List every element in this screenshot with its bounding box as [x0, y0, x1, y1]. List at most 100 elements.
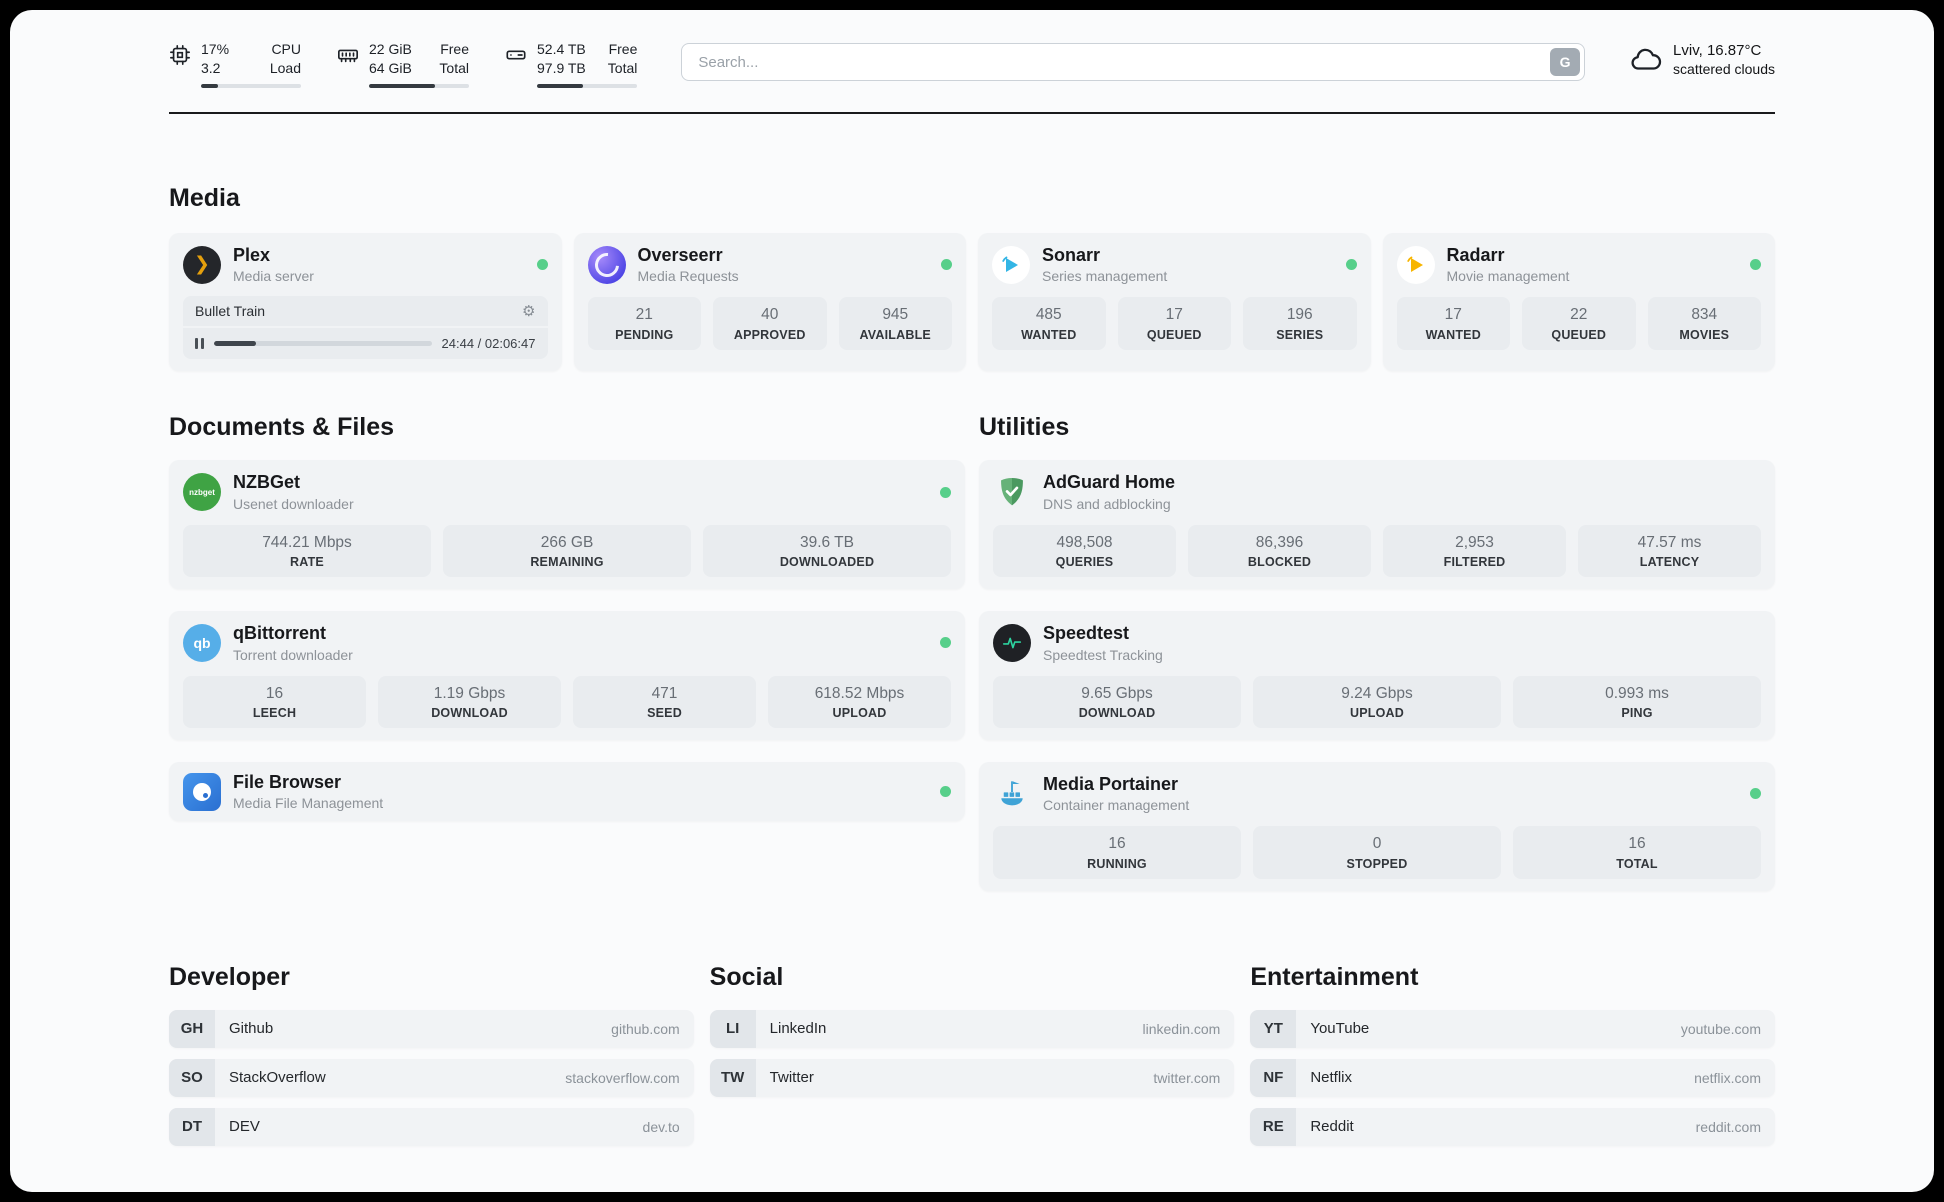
ram-stat: 22 GiB 64 GiB Free Total: [337, 40, 469, 88]
bookmark-url: twitter.com: [1153, 1069, 1221, 1086]
stat-total: 16 TOTAL: [1513, 826, 1761, 879]
card-filebrowser[interactable]: File Browser Media File Management: [169, 761, 965, 822]
nzbget-icon: nzbget: [183, 473, 221, 512]
weather-location: Lviv, 16.87°C: [1673, 42, 1762, 59]
portainer-icon: [993, 775, 1031, 813]
disk-free-value: 52.4 TB: [537, 41, 586, 57]
pause-icon[interactable]: [195, 338, 204, 350]
card-portainer[interactable]: Media Portainer Container management 16 …: [979, 761, 1775, 891]
stat-upload: 9.24 Gbps UPLOAD: [1253, 675, 1501, 728]
disk-progress-bar: [537, 83, 638, 88]
stat-pending: 21 PENDING: [587, 297, 701, 350]
app-name: AdGuard Home: [1043, 472, 1176, 493]
radarr-icon: [1396, 245, 1435, 284]
card-nzbget[interactable]: nzbget NZBGet Usenet downloader 744.21 M…: [169, 460, 965, 590]
bookmark-name: StackOverflow: [229, 1069, 326, 1087]
bookmark-name: Netflix: [1310, 1069, 1353, 1087]
app-name: Media Portainer: [1043, 773, 1179, 794]
card-radarr[interactable]: Radarr Movie management 17 WANTED 22 QUE…: [1382, 232, 1775, 372]
bookmark-twitter[interactable]: TW Twitter twitter.com: [709, 1058, 1235, 1097]
section-documents: Documents & Files nzbget NZBGet Usenet d…: [169, 413, 965, 822]
bookmark-abbr: RE: [1250, 1107, 1297, 1146]
app-subtitle: DNS and adblocking: [1043, 495, 1171, 512]
stat-approved: 40 APPROVED: [713, 297, 827, 350]
section-entertainment: Entertainment YT YouTube youtube.com NF …: [1250, 963, 1775, 1146]
status-dot: [1750, 259, 1761, 271]
app-name: NZBGet: [233, 472, 300, 493]
section-heading-entertainment: Entertainment: [1250, 962, 1419, 991]
stat-queries: 498,508 QUERIES: [993, 524, 1176, 578]
stat-available: 945 AVAILABLE: [838, 297, 952, 350]
bookmark-url: netflix.com: [1694, 1069, 1761, 1086]
app-subtitle: Series management: [1042, 268, 1168, 285]
stat-queued: 17 QUEUED: [1117, 297, 1231, 350]
stat-movies: 834 MOVIES: [1647, 297, 1761, 350]
cpu-icon: [169, 44, 191, 66]
card-adguard[interactable]: AdGuard Home DNS and adblocking 498,508 …: [979, 460, 1775, 590]
cloud-icon: [1629, 43, 1663, 77]
app-subtitle: Media File Management: [233, 795, 384, 812]
ram-free-label: Free: [440, 41, 469, 57]
speedtest-icon: [993, 623, 1031, 662]
bookmark-linkedin[interactable]: LI LinkedIn linkedin.com: [709, 1009, 1235, 1048]
bookmark-github[interactable]: GH Github github.com: [169, 1009, 694, 1048]
search-engine-button[interactable]: G: [1550, 48, 1581, 76]
status-dot: [941, 259, 952, 271]
disk-free-label: Free: [608, 41, 638, 57]
stat-download: 1.19 Gbps DOWNLOAD: [378, 675, 561, 728]
stat-leech: 16 LEECH: [183, 675, 366, 728]
bookmark-abbr: SO: [169, 1058, 215, 1097]
stat-upload: 618.52 Mbps UPLOAD: [768, 675, 951, 728]
bookmark-name: LinkedIn: [769, 1020, 827, 1038]
stat-running: 16 RUNNING: [993, 826, 1241, 879]
sonarr-icon: [992, 245, 1030, 284]
app-subtitle: Media Requests: [637, 268, 739, 285]
status-dot: [940, 786, 951, 798]
status-dot: [1750, 788, 1761, 800]
adguard-icon: [993, 473, 1031, 511]
ram-total-label: Total: [439, 59, 469, 76]
cpu-load-value: 3.2: [201, 59, 221, 76]
section-heading-developer: Developer: [169, 962, 290, 991]
card-speedtest[interactable]: Speedtest Speedtest Tracking 9.65 Gbps D…: [979, 611, 1775, 740]
gear-icon[interactable]: ⚙: [522, 302, 536, 320]
bookmark-url: dev.to: [642, 1118, 680, 1135]
stat-blocked: 86,396 BLOCKED: [1188, 524, 1371, 578]
bookmark-name: Reddit: [1310, 1118, 1354, 1136]
stat-remaining: 266 GB REMAINING: [443, 524, 691, 578]
bookmark-reddit[interactable]: RE Reddit reddit.com: [1250, 1107, 1775, 1146]
app-name: Plex: [233, 244, 271, 265]
bookmark-abbr: LI: [709, 1009, 756, 1048]
stat-ping: 0.993 ms PING: [1513, 675, 1761, 728]
weather-widget: Lviv, 16.87°C scattered clouds: [1629, 42, 1775, 77]
app-name: Radarr: [1446, 244, 1505, 265]
bookmark-stackoverflow[interactable]: SO StackOverflow stackoverflow.com: [169, 1058, 694, 1097]
bookmark-abbr: DT: [169, 1107, 215, 1146]
disk-total-label: Total: [607, 59, 638, 76]
card-qbittorrent[interactable]: qb qBittorrent Torrent downloader 16 LEE…: [169, 611, 965, 740]
card-sonarr[interactable]: Sonarr Series management 485 WANTED 17 Q…: [978, 232, 1371, 372]
cpu-usage-value: 17%: [201, 41, 230, 57]
app-subtitle: Usenet downloader: [233, 495, 354, 512]
bookmark-netflix[interactable]: NF Netflix netflix.com: [1250, 1058, 1775, 1097]
bookmark-name: YouTube: [1310, 1020, 1370, 1038]
app-subtitle: Container management: [1043, 797, 1190, 814]
disk-stat: 52.4 TB 97.9 TB Free Total: [505, 40, 638, 88]
app-subtitle: Movie management: [1446, 268, 1570, 285]
stat-downloaded: 39.6 TB DOWNLOADED: [703, 524, 951, 578]
bookmark-youtube[interactable]: YT YouTube youtube.com: [1250, 1009, 1775, 1048]
playback-time: 24:44 / 02:06:47: [441, 336, 536, 352]
section-heading-utilities: Utilities: [979, 413, 1070, 442]
bookmark-abbr: NF: [1250, 1058, 1297, 1097]
bookmark-name: Github: [229, 1020, 274, 1038]
card-overseerr[interactable]: Overseerr Media Requests 21 PENDING 40 A…: [573, 232, 966, 372]
stat-latency: 47.57 ms LATENCY: [1578, 524, 1761, 578]
card-plex[interactable]: ❯ Plex Media server Bullet Train ⚙: [169, 232, 562, 372]
playback-progress-bar[interactable]: [214, 341, 432, 347]
app-subtitle: Torrent downloader: [233, 646, 353, 663]
ram-total-value: 64 GiB: [369, 59, 412, 76]
bookmark-dev[interactable]: DT DEV dev.to: [169, 1107, 694, 1146]
search-input[interactable]: [681, 43, 1586, 81]
bookmark-name: DEV: [229, 1118, 260, 1136]
app-name: File Browser: [233, 771, 342, 792]
